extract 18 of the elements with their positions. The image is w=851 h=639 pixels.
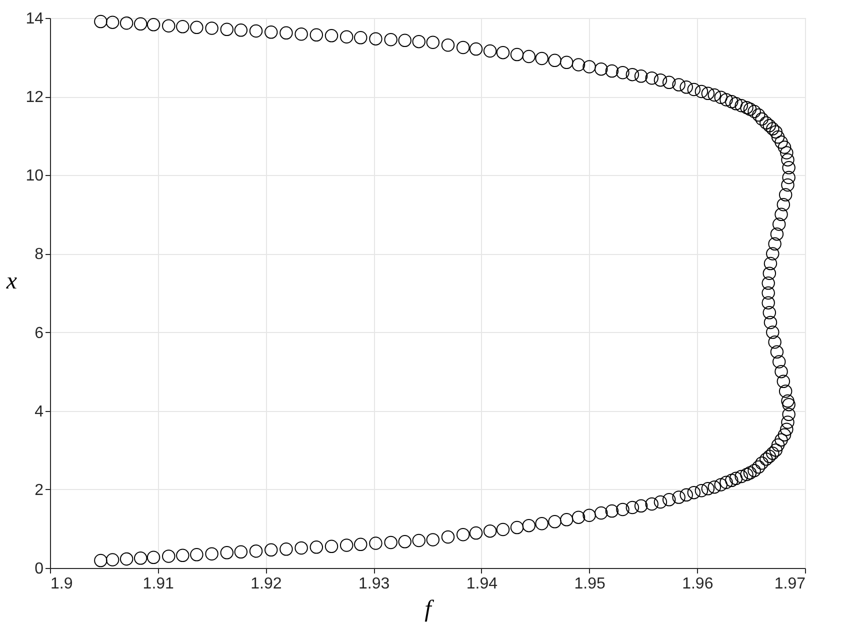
x-tick-label: 1.94 [466, 576, 498, 592]
y-tick-label: 6 [34, 324, 44, 342]
y-tick-label: 4 [34, 403, 44, 420]
y-tick-label: 12 [26, 89, 44, 106]
y-tick-label: 14 [26, 10, 44, 28]
x-tick-label: 1.9 [50, 576, 73, 592]
x-tick-label: 1.95 [574, 576, 606, 592]
x-tick-label: 1.93 [358, 576, 390, 592]
y-axis-title: x [5, 268, 18, 294]
x-tick-label: 1.97 [774, 576, 806, 592]
x-tick-label: 1.96 [682, 576, 714, 592]
x-tick-label: 1.92 [250, 576, 282, 592]
x-tick-label: 1.91 [142, 576, 174, 592]
y-tick-label: 8 [34, 246, 44, 264]
y-tick-label: 10 [26, 168, 44, 185]
x-axis-title: f [424, 596, 435, 622]
y-tick-label: 0 [34, 560, 44, 578]
y-tick-label: 2 [34, 482, 44, 499]
